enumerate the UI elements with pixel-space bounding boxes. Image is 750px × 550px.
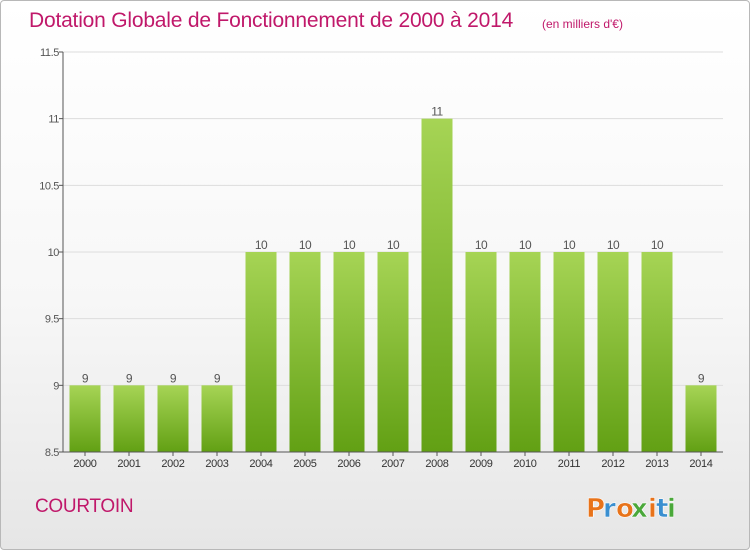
bar [289, 252, 321, 452]
bar [685, 385, 717, 452]
x-tick-label: 2012 [601, 458, 624, 470]
data-label: 9 [82, 371, 89, 385]
x-tick-label: 2009 [469, 458, 492, 470]
y-tick-label: 11 [48, 114, 59, 126]
data-label: 10 [519, 238, 532, 252]
x-tick-label: 2010 [513, 458, 536, 470]
data-label: 10 [387, 238, 400, 252]
data-label: 10 [607, 238, 620, 252]
data-label: 10 [475, 238, 488, 252]
data-label: 9 [698, 371, 705, 385]
y-tick-label: 9.5 [45, 314, 59, 326]
x-tick-label: 2006 [337, 458, 360, 470]
data-label: 10 [343, 238, 356, 252]
y-tick-label: 10 [48, 247, 60, 259]
chart-title: Dotation Globale de Fonctionnement de 20… [29, 9, 514, 32]
logo-letter: P [586, 494, 605, 524]
x-tick-label: 2003 [205, 458, 228, 470]
x-tick-label: 2007 [381, 458, 404, 470]
axes: 8.5 9 9.5 10 10.5 11 11.5 2000 2001 2002 2003 2004 2… [39, 47, 723, 470]
x-tick-label: 2005 [293, 458, 316, 470]
logo-letter: r [603, 494, 616, 524]
x-tick-label: 2002 [161, 458, 184, 470]
data-label: 10 [299, 238, 312, 252]
y-tick-label: 9 [53, 380, 59, 392]
bars: 9 9 9 9 10 10 10 10 11 10 10 10 10 10 9 [69, 105, 717, 453]
x-tick-label: 2014 [689, 458, 712, 470]
commune-name: COURTOIN [35, 496, 134, 517]
data-label: 9 [126, 371, 133, 385]
logo-letter: i [648, 494, 657, 524]
y-tick-label: 10.5 [39, 180, 59, 192]
y-tick-label: 8.5 [45, 447, 59, 459]
bar [113, 385, 145, 452]
y-tick-label: 11.5 [40, 47, 59, 59]
bar [509, 252, 541, 452]
x-tick-label: 2011 [558, 458, 581, 470]
proxiti-logo[interactable]: Pr ox i ti [584, 489, 694, 525]
data-label: 9 [214, 371, 221, 385]
bar [201, 385, 233, 452]
bar [157, 385, 189, 452]
data-label: 10 [255, 238, 268, 252]
bar [245, 252, 277, 452]
x-tick-label: 2000 [73, 458, 96, 470]
x-tick-label: 2001 [117, 458, 140, 470]
logo-letter: o [616, 494, 634, 524]
bar [333, 252, 365, 452]
chart-subtitle: (en milliers d'€) [542, 17, 623, 31]
data-label: 9 [170, 371, 177, 385]
bar [421, 118, 453, 453]
data-label: 10 [563, 238, 576, 252]
bar [69, 385, 101, 452]
data-label: 10 [651, 238, 664, 252]
bar [641, 252, 673, 452]
data-label: 11 [431, 105, 443, 119]
x-tick-label: 2004 [249, 458, 272, 470]
x-tick-label: 2013 [645, 458, 668, 470]
logo-letter: i [667, 494, 676, 524]
bar [465, 252, 497, 452]
logo-letter: x [631, 494, 648, 524]
x-tick-label: 2008 [425, 458, 448, 470]
logo-letter: t [656, 494, 668, 524]
bar [377, 252, 409, 452]
bar [553, 252, 585, 452]
bar [597, 252, 629, 452]
